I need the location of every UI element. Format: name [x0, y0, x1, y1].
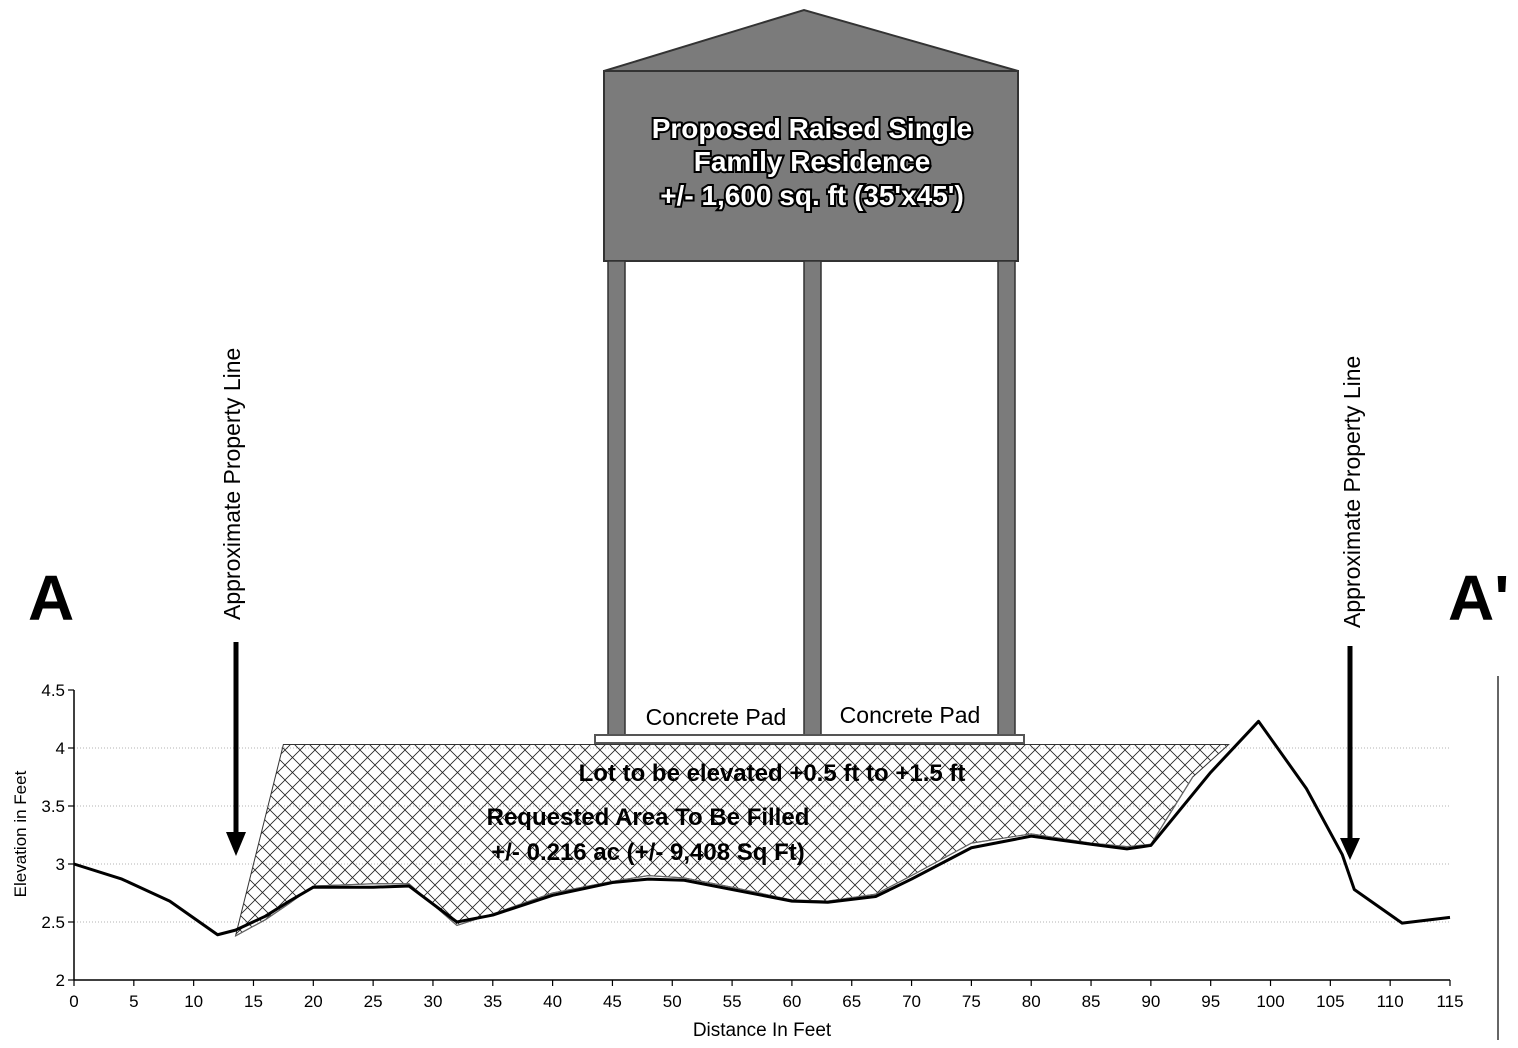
y-tick-label: 2.5 [41, 913, 65, 932]
x-tick-label: 70 [902, 992, 921, 1011]
y-tick-label: 3.5 [41, 797, 65, 816]
x-tick-label: 15 [244, 992, 263, 1011]
x-tick-label: 10 [184, 992, 203, 1011]
x-tick-label: 115 [1436, 992, 1463, 1011]
fill-area-note-line-2: +/- 0.216 ac (+/- 9,408 Sq Ft) [491, 839, 804, 866]
x-tick-label: 20 [304, 992, 323, 1011]
piling-right [997, 260, 1016, 736]
axes: 0 5 10 15 20 25 30 35 40 45 50 55 60 65 70 75 80 85 90 95 10… [41, 681, 1463, 1011]
x-tick-label: 95 [1201, 992, 1220, 1011]
x-tick-label: 50 [663, 992, 682, 1011]
x-axis-label: Distance In Feet [693, 1020, 832, 1041]
x-tick-label: 0 [69, 992, 78, 1011]
house-label: Proposed Raised Single Family Residence … [650, 111, 975, 213]
x-tick-label: 30 [423, 992, 442, 1011]
section-mark-left: A [28, 562, 74, 634]
y-tick-label: 4 [56, 739, 65, 758]
fill-region-lower-edge [235, 776, 1194, 937]
concrete-pad-slab [594, 734, 1025, 744]
x-tick-label: 40 [543, 992, 562, 1011]
ground-profile-line [73, 719, 1451, 937]
x-tick-label: 75 [962, 992, 981, 1011]
x-tick-label: 85 [1082, 992, 1101, 1011]
y-tick-label: 4.5 [41, 681, 65, 700]
x-tick-label: 90 [1141, 992, 1160, 1011]
concrete-pad-label-left: Concrete Pad [646, 704, 787, 730]
property-line-label-right: Approximate Property Line [1339, 356, 1365, 628]
y-axis-label: Elevation in Feet [11, 770, 30, 897]
x-tick-label: 25 [364, 992, 383, 1011]
x-tick-label: 100 [1256, 992, 1284, 1011]
y-tick-label: 2 [56, 971, 65, 990]
piling-middle [803, 260, 822, 736]
property-line-label-left: Approximate Property Line [219, 348, 245, 620]
house-label-line-2: Family Residence [694, 146, 931, 177]
property-line-arrow-left [226, 642, 246, 856]
x-tick-label: 110 [1377, 992, 1404, 1011]
y-tick-label: 3 [56, 855, 65, 874]
piling-left [607, 260, 626, 736]
x-tick-label: 55 [723, 992, 742, 1011]
house-label-line-3: +/- 1,600 sq. ft (35'x45') [660, 180, 964, 211]
elevation-note: Lot to be elevated +0.5 ft to +1.5 ft [579, 760, 966, 787]
concrete-pad-label-right: Concrete Pad [840, 702, 981, 728]
house-roof [603, 8, 1019, 72]
x-tick-label: 45 [603, 992, 622, 1011]
section-mark-right: A' [1448, 562, 1509, 634]
x-tick-label: 65 [842, 992, 861, 1011]
x-tick-label: 105 [1316, 992, 1344, 1011]
fill-area-note-line-1: Requested Area To Be Filled [487, 804, 810, 831]
x-tick-label: 80 [1022, 992, 1041, 1011]
property-line-arrow-right [1340, 646, 1360, 860]
x-tick-label: 5 [129, 992, 138, 1011]
x-tick-label: 60 [782, 992, 801, 1011]
x-tick-label: 35 [483, 992, 502, 1011]
house-label-line-1: Proposed Raised Single [652, 113, 973, 144]
